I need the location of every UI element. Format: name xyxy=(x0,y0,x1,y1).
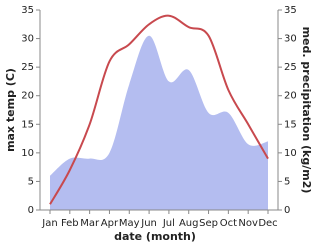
y2-tick-label: 20 xyxy=(284,91,297,102)
x-tick-label: Apr xyxy=(101,218,119,229)
y-tick-label: 0 xyxy=(28,205,34,216)
y2-tick-label: 10 xyxy=(284,148,297,159)
y2-axis-title: med. precipitation (kg/m2) xyxy=(300,27,313,194)
x-tick-label: Sep xyxy=(199,218,218,229)
y-tick-label: 15 xyxy=(21,119,34,130)
x-tick-label: Aug xyxy=(179,218,199,229)
precipitation-area xyxy=(50,35,268,211)
x-tick-label: May xyxy=(119,218,140,229)
y2-tick-label: 25 xyxy=(284,62,297,73)
x-axis-title: date (month) xyxy=(114,230,196,243)
y-tick-label: 30 xyxy=(21,34,34,45)
y-axis-title: max temp (C) xyxy=(4,68,17,152)
x-tick-label: Mar xyxy=(80,218,100,229)
x-tick-label: Dec xyxy=(258,218,277,229)
y-tick-label: 35 xyxy=(21,5,34,16)
y2-tick-label: 0 xyxy=(284,205,290,216)
x-tick-label: Oct xyxy=(220,218,237,229)
x-tick-label: Feb xyxy=(61,218,79,229)
axes xyxy=(39,10,279,211)
y2-tick-label: 30 xyxy=(284,34,297,45)
y2-tick-label: 35 xyxy=(284,5,297,16)
x-tick-label: Nov xyxy=(238,218,258,229)
y-tick-label: 20 xyxy=(21,91,34,102)
x-tick-label: Jun xyxy=(140,218,157,229)
x-tick-label: Jul xyxy=(162,218,175,229)
temp-line xyxy=(49,14,269,205)
y-tick-label: 5 xyxy=(28,176,34,187)
y-tick-label: 25 xyxy=(21,62,34,73)
y2-tick-label: 15 xyxy=(284,119,297,130)
y2-tick-label: 5 xyxy=(284,176,290,187)
x-tick-label: Jan xyxy=(41,218,57,229)
y-tick-label: 10 xyxy=(21,148,34,159)
